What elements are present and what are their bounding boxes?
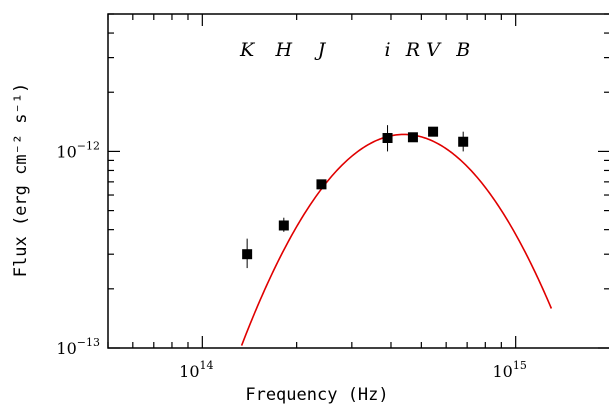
- data-point-J: [316, 179, 327, 190]
- x-axis-label: Frequency (Hz): [245, 385, 388, 405]
- band-label-H: H: [275, 39, 293, 61]
- band-label-B: B: [455, 39, 470, 61]
- model-layer: [240, 133, 553, 346]
- x-tick-label: 1015: [492, 359, 526, 381]
- data-point-V: [428, 126, 439, 137]
- plot-frame: [107, 13, 609, 349]
- y-tick-label: 10−13: [56, 336, 100, 358]
- data-point-B: [458, 136, 469, 147]
- y-axis-label: Flux (erg cm⁻² s⁻¹): [11, 83, 31, 277]
- x-tick-labels: 1014 1015: [179, 359, 527, 381]
- y-tick-label: 10−12: [56, 139, 100, 161]
- data-point-i: [382, 133, 393, 144]
- band-label-i: i: [384, 39, 390, 61]
- band-label-R: R: [405, 39, 420, 61]
- data-point-K: [242, 249, 253, 260]
- points-layer: [242, 125, 469, 269]
- band-label-J: J: [314, 39, 327, 61]
- data-point-R: [407, 132, 418, 143]
- band-label-K: K: [239, 39, 256, 61]
- x-tick-label: 1014: [179, 359, 213, 381]
- data-point-H: [278, 220, 289, 231]
- y-tick-labels: 10−13 10−12: [56, 139, 100, 358]
- x-minor-ticks: [107, 14, 517, 348]
- band-label-V: V: [426, 39, 442, 61]
- model-curve: [240, 133, 553, 346]
- y-minor-ticks: [108, 13, 609, 349]
